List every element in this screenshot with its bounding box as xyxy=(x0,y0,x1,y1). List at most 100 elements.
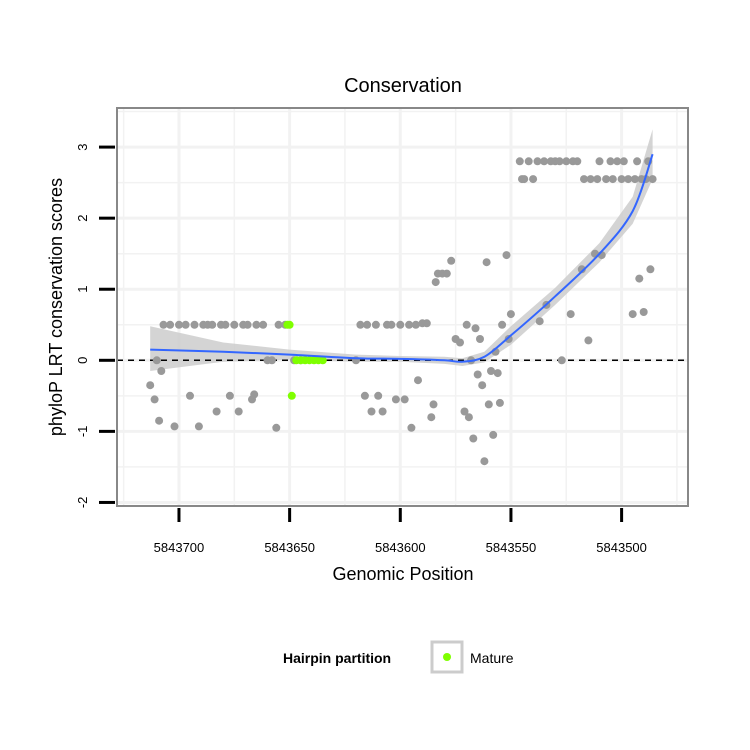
legend-label-mature: Mature xyxy=(470,650,514,666)
other-point xyxy=(374,391,383,400)
trend-line-layer xyxy=(150,153,654,363)
other-point xyxy=(243,320,252,329)
other-point xyxy=(378,407,387,416)
other-point xyxy=(414,376,422,385)
other-point xyxy=(557,356,566,365)
other-point xyxy=(566,310,575,319)
other-point xyxy=(157,367,166,375)
other-point xyxy=(259,320,268,329)
confidence-ribbon-layer xyxy=(150,129,653,371)
other-point xyxy=(484,400,493,409)
other-point xyxy=(487,367,495,375)
other-point xyxy=(593,175,602,184)
x-tick-label: 5843500 xyxy=(596,540,647,555)
other-point xyxy=(405,320,414,329)
y-tick-label: 2 xyxy=(75,215,90,222)
x-tick-label: 5843700 xyxy=(154,540,205,555)
mature-point xyxy=(285,320,294,329)
other-point xyxy=(391,395,400,404)
other-point xyxy=(367,407,376,416)
other-point xyxy=(407,423,416,432)
plot-border xyxy=(116,107,689,507)
other-point xyxy=(155,416,164,425)
x-tick-label: 5843550 xyxy=(486,540,537,555)
other-point xyxy=(498,320,507,329)
other-point xyxy=(447,256,456,265)
other-point xyxy=(272,423,281,432)
other-point xyxy=(533,157,542,166)
other-point xyxy=(194,422,203,431)
other-point xyxy=(577,265,586,274)
other-point xyxy=(595,157,604,166)
other-point xyxy=(584,336,593,345)
other-point xyxy=(473,370,482,379)
other-point xyxy=(274,320,283,329)
other-point xyxy=(480,457,489,466)
other-point xyxy=(152,356,161,365)
other-point xyxy=(427,413,436,422)
x-axis: 5843700 5843650 5843600 5843550 5843500 xyxy=(154,508,647,555)
other-point xyxy=(422,319,431,328)
other-point xyxy=(170,422,179,431)
legend-mature-dot xyxy=(443,653,451,661)
other-point xyxy=(608,175,617,184)
other-point xyxy=(442,269,451,278)
other-point xyxy=(562,157,571,166)
y-tick-label: -2 xyxy=(75,497,90,509)
other-point xyxy=(186,391,194,400)
other-point xyxy=(515,157,524,166)
other-point xyxy=(630,175,639,184)
confidence-ribbon xyxy=(150,129,653,371)
other-point xyxy=(212,407,221,416)
plot-panel xyxy=(117,108,688,506)
mature-point xyxy=(287,391,296,400)
other-point xyxy=(190,320,199,329)
other-point xyxy=(502,251,511,260)
y-tick-label: 1 xyxy=(75,286,90,293)
other-point xyxy=(208,320,217,329)
other-point xyxy=(356,320,365,329)
other-point xyxy=(462,320,471,329)
other-point xyxy=(493,369,502,378)
other-point xyxy=(159,320,168,329)
other-point xyxy=(602,175,611,184)
mature-point xyxy=(318,356,327,365)
other-point xyxy=(648,175,657,184)
x-tick-label: 5843600 xyxy=(375,540,426,555)
other-point xyxy=(363,320,372,329)
other-point xyxy=(506,310,515,319)
other-point xyxy=(639,308,648,316)
other-point xyxy=(166,320,175,329)
plot-grid xyxy=(117,108,688,506)
other-point xyxy=(471,324,480,333)
other-point xyxy=(489,430,498,439)
x-tick-label: 5843650 xyxy=(264,540,315,555)
other-point xyxy=(635,274,644,283)
other-point xyxy=(529,175,538,184)
other-point xyxy=(613,157,622,166)
other-point xyxy=(573,157,582,166)
other-point xyxy=(624,175,633,184)
other-point xyxy=(524,157,533,166)
other-point xyxy=(460,407,469,416)
other-point xyxy=(150,395,159,404)
other-point xyxy=(520,175,529,184)
other-point xyxy=(181,320,190,329)
y-tick-label: -1 xyxy=(75,426,90,438)
other-point xyxy=(586,175,595,184)
other-point xyxy=(387,320,396,329)
legend-title: Hairpin partition xyxy=(283,650,391,666)
points-layer xyxy=(146,157,657,466)
other-point xyxy=(476,335,484,343)
x-axis-title: Genomic Position xyxy=(332,564,473,584)
other-point xyxy=(580,175,588,184)
other-point xyxy=(619,157,628,166)
loess-trend-line xyxy=(150,153,654,363)
chart-title: Conservation xyxy=(344,75,462,97)
other-point xyxy=(411,320,420,329)
y-tick-label: 3 xyxy=(75,143,90,150)
other-point xyxy=(606,157,615,166)
other-point xyxy=(478,381,487,390)
